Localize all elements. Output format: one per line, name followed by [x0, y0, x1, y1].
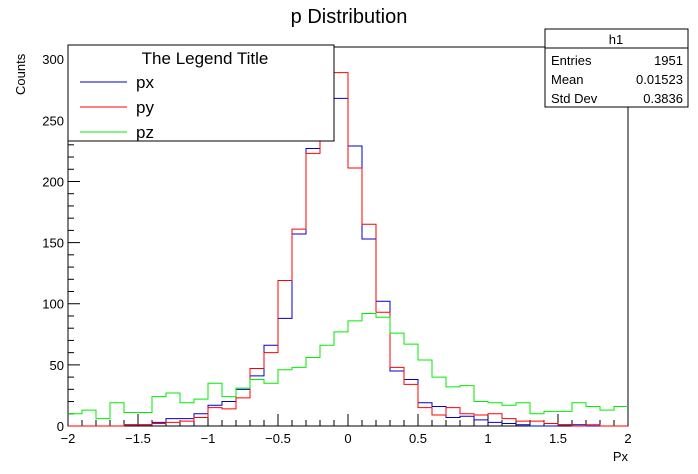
x-tick-label: 0 [344, 431, 351, 446]
y-tick-label: 250 [42, 113, 64, 128]
x-tick-label: −0.5 [265, 431, 291, 446]
stats-name: h1 [609, 32, 623, 47]
x-tick-label: 0.5 [409, 431, 427, 446]
x-tick-label: −2 [61, 431, 76, 446]
stats-box: h1 Entries 1951 Mean 0.01523 Std Dev 0.3836 [544, 28, 689, 108]
x-tick-label: −1.5 [125, 431, 151, 446]
y-tick-label: 0 [57, 419, 64, 434]
stats-value: 1951 [654, 53, 683, 68]
x-tick-label: 1.5 [549, 431, 567, 446]
series-pz-line [68, 313, 628, 420]
series-lines [68, 66, 628, 427]
legend: The Legend Title px py pz [67, 44, 335, 142]
stats-label: Std Dev [551, 91, 598, 106]
legend-label-pz: pz [136, 123, 154, 142]
y-tick-label: 200 [42, 174, 64, 189]
chart-title: p Distribution [291, 6, 408, 28]
y-tick-label: 300 [42, 52, 64, 67]
x-axis-label: Px [613, 449, 629, 464]
x-tick-label: 2 [624, 431, 631, 446]
legend-title: The Legend Title [142, 49, 269, 68]
x-tick-label: 1 [484, 431, 491, 446]
stats-value: 0.01523 [636, 72, 683, 87]
series-py-line [68, 67, 628, 427]
legend-box [67, 44, 335, 142]
y-tick-label: 150 [42, 236, 64, 251]
stats-box-frame [544, 28, 689, 108]
legend-label-px: px [136, 73, 154, 92]
stats-label: Mean [551, 72, 584, 87]
x-tick-label: −1 [201, 431, 216, 446]
y-tick-label: 100 [42, 297, 64, 312]
legend-label-py: py [136, 98, 154, 117]
y-tick-label: 50 [50, 358, 64, 373]
stats-value: 0.3836 [643, 91, 683, 106]
axis-ticks: −2 −1.5 −1 −0.5 0 0.5 1 1.5 2 0 50 100 150 200 250 300 [42, 46, 632, 446]
y-axis-label: Counts [13, 53, 28, 95]
stats-label: Entries [551, 53, 592, 68]
